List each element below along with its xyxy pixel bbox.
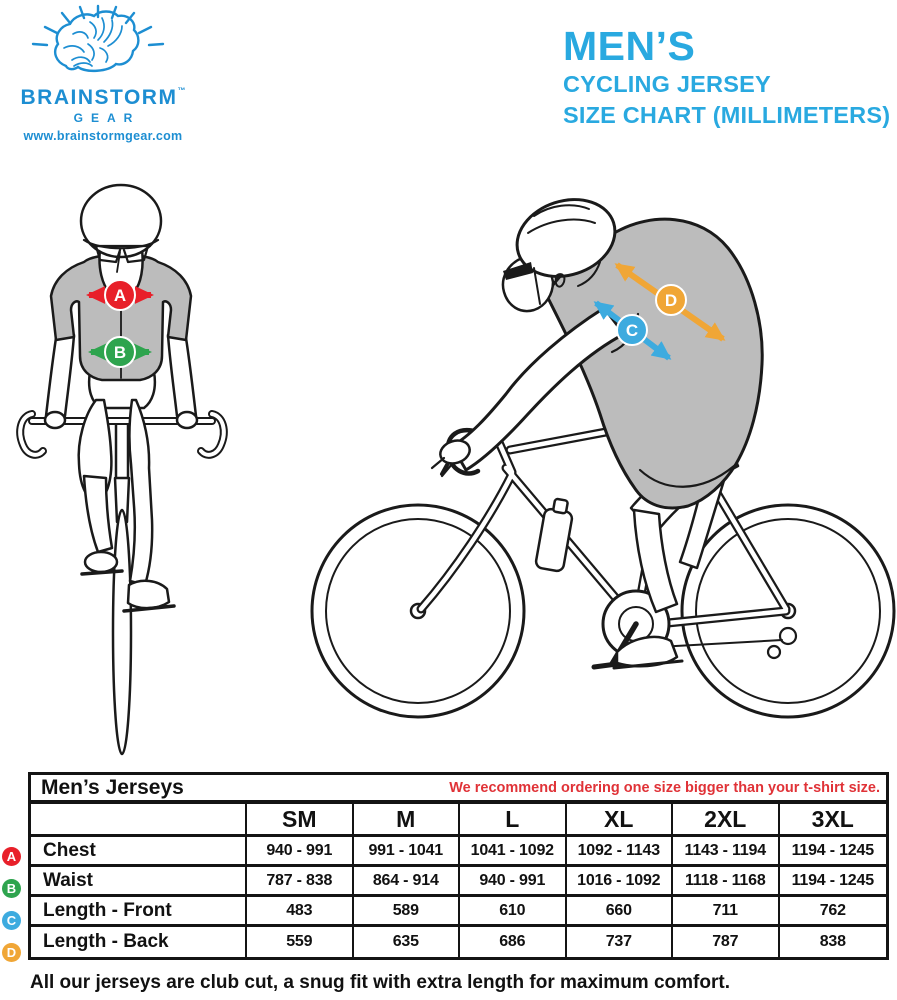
table-title: Men’s Jerseys [41,775,184,799]
waist-3xl: 1194 - 1245 [791,871,875,889]
length-back-sm: 559 [247,927,354,957]
length-front-marker-badge [616,314,648,346]
chest-marker-letter: A [114,286,126,305]
chest-l: 1041 - 1092 [460,837,567,864]
title-line-3: SIZE CHART (MILLIMETERS) [563,102,891,129]
brand-name: BRAINSTORM™ [20,86,186,109]
size-col-m: M [354,804,460,834]
length-front-marker-letter: C [626,321,638,340]
size-header-row: SM M L XL 2XL 3XL [31,804,886,837]
brainstorm-gear-logo: BRAINSTORM™ GEAR www.brainstormgear.com [18,4,188,143]
size-chart-table: Men’s Jerseys We recommend ordering one … [28,772,889,960]
row-badge-waist: B [2,879,21,898]
size-col-sm: SM [247,804,354,834]
fit-note: All our jerseys are club cut, a snug fit… [30,972,730,993]
size-col-l: L [460,804,567,834]
length-back-3xl: 838 [819,933,846,950]
waist-sm: 787 - 838 [247,867,354,894]
chest-xl: 1092 - 1143 [567,837,673,864]
chest-marker-badge [104,279,136,311]
chest-sm: 940 - 991 [247,837,354,864]
chest-3xl: 1194 - 1245 [791,841,875,859]
waist-m: 864 - 914 [354,867,460,894]
row-badge-length-back: D [2,943,21,962]
row-badge-chest: A [2,847,21,866]
table-row-chest: Chest 940 - 991 991 - 1041 1041 - 1092 1… [31,837,886,867]
waist-marker-badge [104,336,136,368]
waist-xl: 1016 - 1092 [567,867,673,894]
brain-logo-icon [31,4,165,72]
row-label: Chest [31,837,247,864]
table-header-row: Men’s Jerseys We recommend ordering one … [31,775,886,804]
chest-2xl: 1143 - 1194 [673,837,780,864]
length-back-xl: 737 [567,927,673,957]
row-label: Waist [31,867,247,894]
front-cyclist-illustration [16,183,228,756]
table-row-length-back: Length - Back 559 635 686 737 787 838 [31,927,886,957]
chest-m: 991 - 1041 [354,837,460,864]
length-back-2xl: 787 [673,927,780,957]
waist-2xl: 1118 - 1168 [673,867,780,894]
title-line-1: MEN’S [563,23,696,69]
length-front-xl: 660 [567,897,673,924]
table-row-waist: Waist 787 - 838 864 - 914 940 - 991 1016… [31,867,886,897]
waist-marker-letter: B [114,343,126,362]
table-row-length-front: Length - Front 483 589 610 660 711 762 [31,897,886,927]
size-col-2xl: 2XL [673,804,780,834]
trademark-symbol: ™ [177,86,186,95]
size-col-xl: XL [567,804,673,834]
waist-l: 940 - 991 [460,867,567,894]
brand-subtitle: GEAR [73,111,141,125]
brand-website: www.brainstormgear.com [23,129,183,143]
size-recommendation-note: We recommend ordering one size bigger th… [449,779,880,796]
length-front-3xl: 762 [819,901,846,919]
length-back-m: 635 [354,927,460,957]
length-front-sm: 483 [247,897,354,924]
waist-arrow: B [88,336,152,368]
size-col-3xl: 3XL [811,805,854,832]
size-header-spacer [31,804,247,834]
row-label: Length - Front [31,897,247,924]
page-title: MEN’S CYCLING JERSEY SIZE CHART (MILLIME… [563,26,890,129]
side-cyclist-illustration [310,198,896,719]
length-back-l: 686 [460,927,567,957]
title-line-2: CYCLING JERSEY [563,71,771,97]
row-badge-length-front: C [2,911,21,930]
length-front-arrow: C [593,300,672,361]
chest-arrow: A [86,279,154,311]
length-front-2xl: 711 [673,897,780,924]
length-front-l: 610 [460,897,567,924]
length-front-m: 589 [354,897,460,924]
row-label: Length - Back [31,927,247,957]
length-back-marker-letter: D [665,291,677,310]
